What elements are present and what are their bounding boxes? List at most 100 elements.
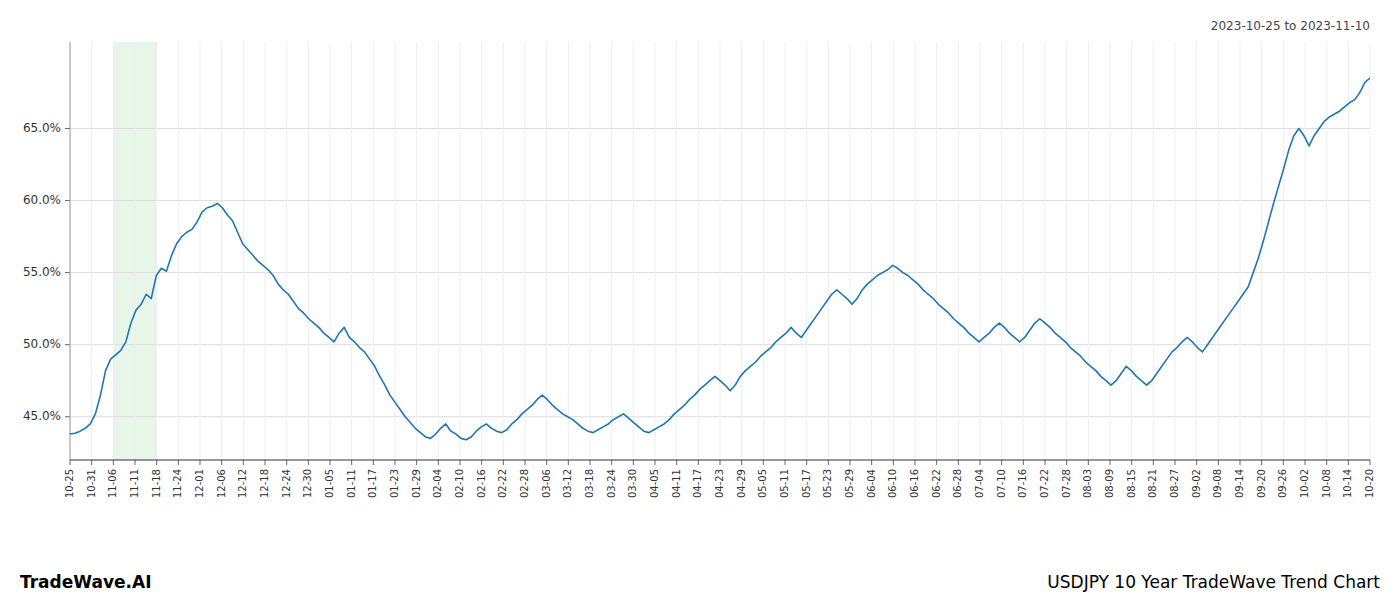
x-tick-label: 04-29 — [736, 469, 747, 498]
x-tick — [330, 460, 331, 465]
x-axis: 10-2510-3111-0611-1111-1811-2412-0112-06… — [64, 460, 1375, 498]
x-grid-line — [178, 42, 179, 460]
x-grid-line — [1001, 42, 1002, 460]
x-tick — [460, 460, 461, 465]
x-tick — [395, 460, 396, 465]
x-tick — [1196, 460, 1197, 465]
x-tick — [265, 460, 266, 465]
x-grid-line — [720, 42, 721, 460]
x-tick-label: 07-04 — [974, 469, 985, 498]
x-tick-label: 11-06 — [107, 469, 118, 498]
x-tick-label: 02-10 — [454, 469, 465, 498]
x-tick-label: 12-24 — [281, 469, 292, 498]
x-tick — [698, 460, 699, 465]
series-line — [70, 78, 1370, 440]
x-tick-label: 10-20 — [1364, 469, 1375, 498]
annotation: TradeWave.AI — [20, 572, 151, 592]
x-tick-label: 01-17 — [367, 469, 378, 498]
x-tick-label: 10-31 — [86, 469, 97, 498]
x-tick-label: 05-05 — [757, 469, 768, 498]
x-tick — [936, 460, 937, 465]
x-grid-line — [1131, 42, 1132, 460]
y-tick — [65, 200, 70, 201]
x-grid-line — [741, 42, 742, 460]
x-tick — [1175, 460, 1176, 465]
x-tick — [416, 460, 417, 465]
x-tick-label: 06-22 — [931, 469, 942, 498]
x-tick — [1110, 460, 1111, 465]
x-grid-line — [70, 42, 71, 460]
x-tick — [1045, 460, 1046, 465]
x-grid-line — [655, 42, 656, 460]
x-tick-label: 11-11 — [129, 469, 140, 498]
chart-container: 45.0%50.0%55.0%60.0%65.0%10-2510-3111-06… — [0, 0, 1400, 600]
x-tick — [308, 460, 309, 465]
x-tick — [741, 460, 742, 465]
x-tick — [676, 460, 677, 465]
x-grid-line — [1283, 42, 1284, 460]
x-tick — [135, 460, 136, 465]
x-tick — [893, 460, 894, 465]
x-tick — [178, 460, 179, 465]
x-grid-line — [893, 42, 894, 460]
x-tick — [828, 460, 829, 465]
y-tick-label: 60.0% — [23, 193, 61, 207]
x-grid-line — [871, 42, 872, 460]
x-tick — [221, 460, 222, 465]
x-grid-line — [286, 42, 287, 460]
x-tick-label: 12-12 — [237, 469, 248, 498]
x-grid-line — [546, 42, 547, 460]
y-axis: 45.0%50.0%55.0%60.0%65.0% — [23, 121, 70, 423]
x-tick — [1066, 460, 1067, 465]
x-tick — [91, 460, 92, 465]
y-tick-label: 65.0% — [23, 121, 61, 135]
x-tick — [568, 460, 569, 465]
x-tick-label: 05-23 — [822, 469, 833, 498]
x-tick — [200, 460, 201, 465]
x-grid-line — [1218, 42, 1219, 460]
x-tick-label: 07-10 — [996, 469, 1007, 498]
y-tick-label: 45.0% — [23, 409, 61, 423]
x-grid-line — [1326, 42, 1327, 460]
x-grid-line — [156, 42, 157, 460]
x-tick-label: 05-11 — [779, 469, 790, 498]
x-tick — [655, 460, 656, 465]
x-grid-line — [460, 42, 461, 460]
y-tick — [65, 128, 70, 129]
x-tick-label: 08-09 — [1104, 469, 1115, 498]
y-tick-label: 50.0% — [23, 337, 61, 351]
x-grid-line — [763, 42, 764, 460]
x-grid-line — [395, 42, 396, 460]
x-grid-line — [1066, 42, 1067, 460]
x-tick-label: 07-22 — [1039, 469, 1050, 498]
x-tick-label: 05-17 — [801, 469, 812, 498]
x-tick — [1131, 460, 1132, 465]
x-grid-line — [1045, 42, 1046, 460]
x-grid-line — [221, 42, 222, 460]
x-tick-label: 04-23 — [714, 469, 725, 498]
x-grid-line — [1088, 42, 1089, 460]
x-tick — [871, 460, 872, 465]
x-tick-label: 08-15 — [1126, 469, 1137, 498]
highlight-group — [113, 42, 156, 460]
x-grid-line — [698, 42, 699, 460]
grid — [70, 42, 1370, 460]
x-tick — [958, 460, 959, 465]
x-grid-line — [373, 42, 374, 460]
x-tick-label: 08-21 — [1147, 469, 1158, 498]
x-axis-line — [70, 459, 1370, 460]
x-grid-line — [1023, 42, 1024, 460]
x-grid-line — [958, 42, 959, 460]
x-tick — [1261, 460, 1262, 465]
x-tick-label: 09-14 — [1234, 469, 1245, 498]
x-tick-label: 12-30 — [302, 469, 313, 498]
x-grid-line — [1153, 42, 1154, 460]
highlight-band — [113, 42, 156, 460]
x-tick — [611, 460, 612, 465]
x-grid-line — [481, 42, 482, 460]
x-tick-label: 01-29 — [411, 469, 422, 498]
x-tick-label: 09-26 — [1277, 469, 1288, 498]
x-tick — [525, 460, 526, 465]
x-grid-line — [1240, 42, 1241, 460]
x-tick-label: 06-04 — [866, 469, 877, 498]
